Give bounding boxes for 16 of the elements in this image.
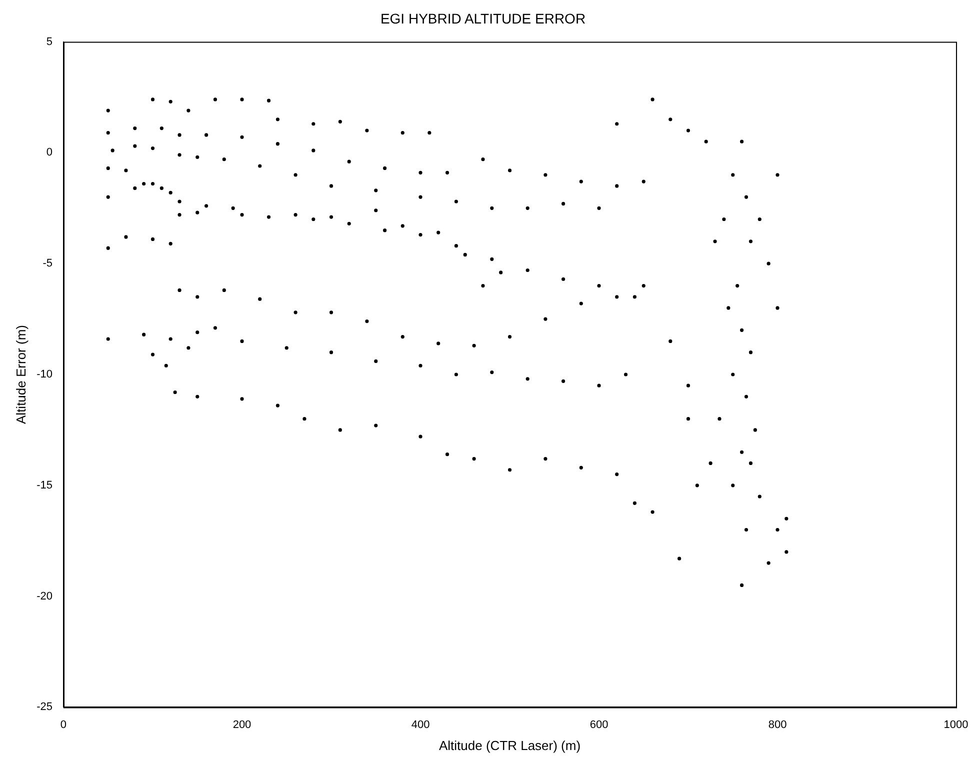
y-tick-label: -20 <box>36 590 52 602</box>
x-tick-label: 1000 <box>944 718 968 731</box>
x-tick-label: 400 <box>411 718 430 731</box>
x-tick-label: 800 <box>768 718 787 731</box>
x-tick-label: 0 <box>60 718 67 731</box>
y-tick-label: -10 <box>36 368 52 381</box>
y-axis-title: Altitude Error (m) <box>13 325 28 424</box>
x-axis-title: Altitude (CTR Laser) (m) <box>438 738 581 753</box>
y-tick-label: -5 <box>42 258 52 270</box>
chart-title: EGI HYBRID ALTITUDE ERROR <box>380 10 586 26</box>
x-tick-label: 200 <box>232 718 252 731</box>
y-tick-label: -25 <box>36 701 52 714</box>
x-tick-label: 600 <box>590 718 608 731</box>
y-tick-label: -15 <box>36 479 52 492</box>
y-tick-label: 0 <box>46 146 52 159</box>
y-tick-label: 5 <box>46 36 52 48</box>
